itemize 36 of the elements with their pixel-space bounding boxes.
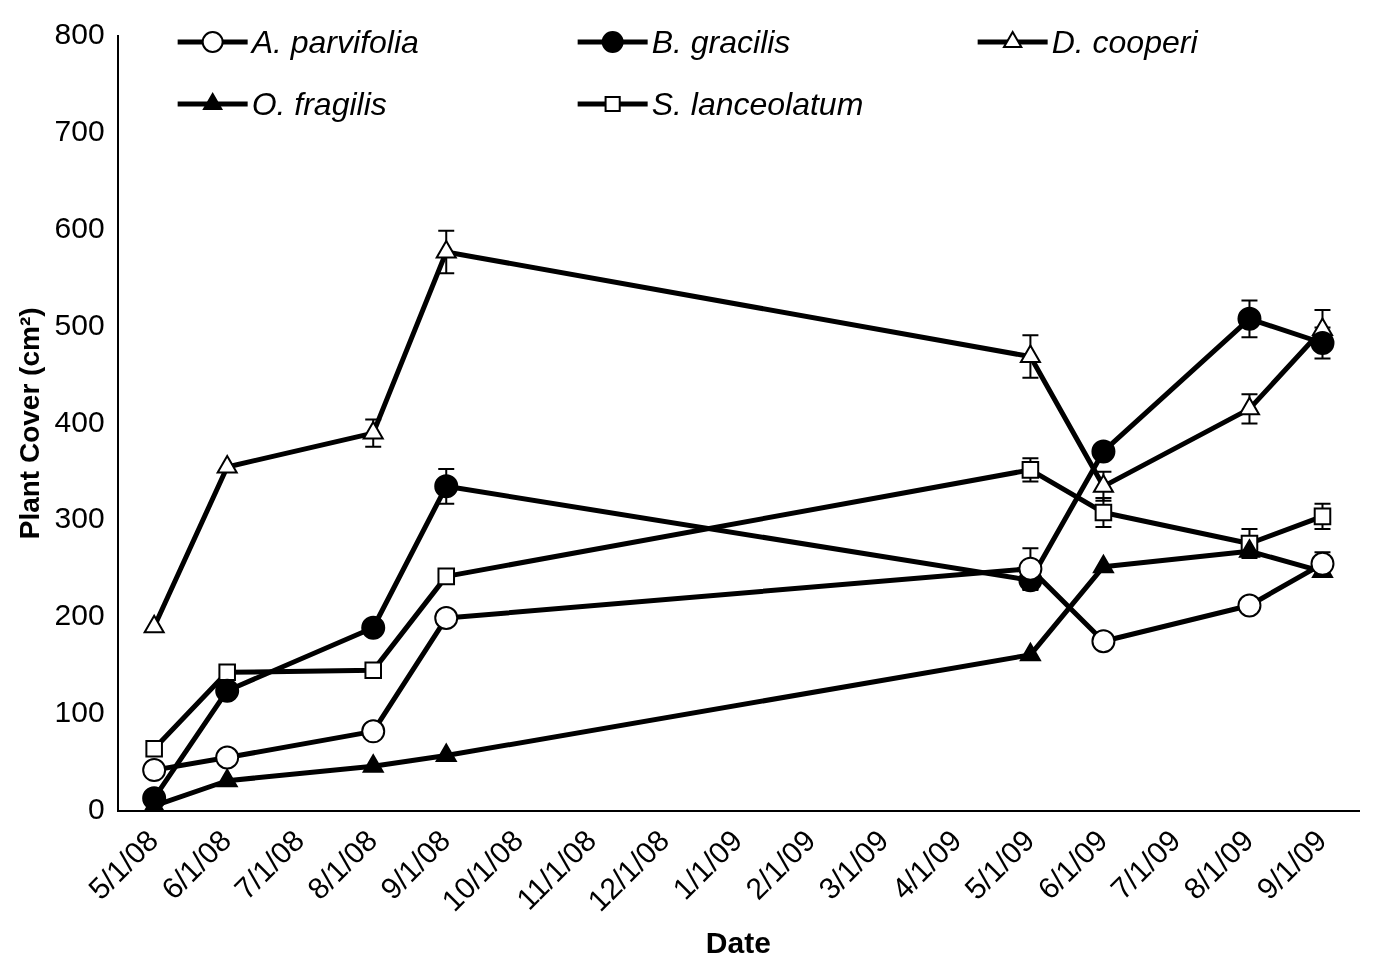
point [1313,507,1332,526]
point [434,606,459,631]
y-tick-label: 800 [54,17,105,51]
y-tick-label: 500 [54,307,105,341]
legend-label: S. lanceolatum [651,85,864,122]
legend-label: D. cooperi [1051,23,1199,60]
point [434,474,459,499]
y-tick-label: 200 [54,598,105,632]
y-tick-label: 700 [54,114,105,148]
point [142,758,167,783]
point [1237,306,1262,331]
y-tick-label: 0 [87,792,105,826]
y-tick-label: 300 [54,501,105,535]
legend-label: A. parvifolia [249,23,419,60]
point [364,661,382,680]
x-axis-title: Date [705,926,771,960]
point [1310,331,1335,355]
point [1091,629,1116,654]
point [1021,461,1040,479]
point [215,678,240,703]
y-tick-label: 400 [54,404,105,438]
y-tick-label: 600 [54,210,105,244]
legend-label: O. fragilis [251,85,387,122]
point [1018,556,1043,581]
point [218,663,236,682]
point [1091,439,1116,464]
point [215,745,240,770]
point [361,719,386,744]
point [1237,593,1262,618]
point [361,615,386,640]
point [145,740,163,758]
y-axis-title: Plant Cover (cm²) [13,307,45,540]
y-tick-label: 100 [54,695,105,729]
legend-label: B. gracilis [651,23,791,60]
point [1094,503,1113,522]
point [437,567,456,586]
